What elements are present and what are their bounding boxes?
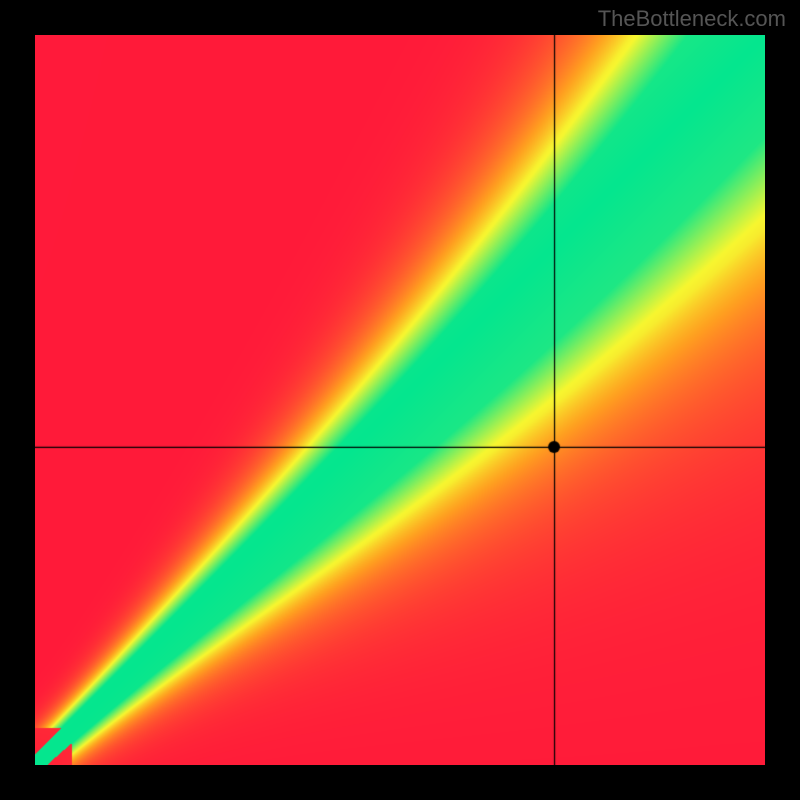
heatmap-canvas <box>35 35 765 765</box>
bottleneck-heatmap <box>35 35 765 765</box>
watermark-text: TheBottleneck.com <box>598 6 786 32</box>
